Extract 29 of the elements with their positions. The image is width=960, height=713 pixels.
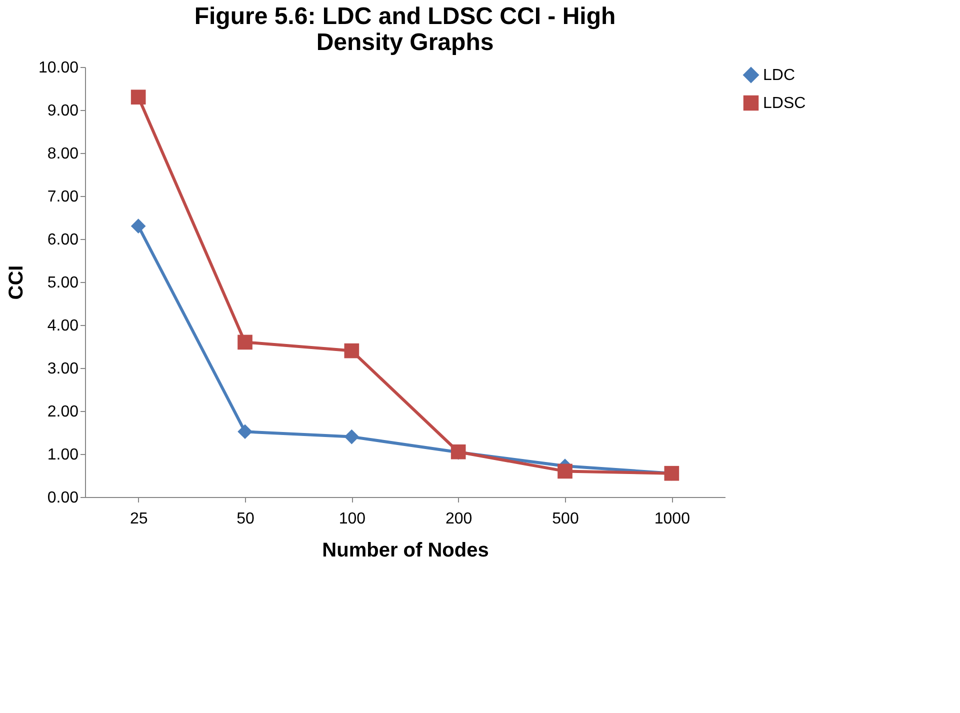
y-tick-label: 9.00 (47, 102, 79, 120)
point (238, 334, 252, 350)
y-tick-label: 6.00 (47, 232, 79, 248)
x-tick-label: 25 (130, 510, 148, 528)
y-tick-label: 7.00 (47, 188, 79, 206)
y-tick-label: 3.00 (47, 360, 79, 378)
y-tick-label: 10.00 (38, 60, 79, 76)
point (130, 90, 146, 105)
y-tick-label: 8.00 (47, 146, 79, 162)
point (130, 218, 146, 234)
y-axis-title: CCI (5, 265, 28, 300)
point (344, 429, 360, 444)
x-tick-label: 200 (445, 510, 472, 528)
y-tick-label: 2.00 (47, 404, 79, 420)
legend-label: LDC (763, 67, 796, 84)
x-axis-title: Number of Nodes (322, 540, 489, 562)
x-tick-label: 500 (552, 510, 579, 528)
y-tick-label: 0.00 (47, 490, 79, 506)
point (238, 424, 252, 440)
x-tick-label: 100 (338, 510, 366, 528)
x-tick-label: 1000 (654, 510, 690, 528)
y-tick-label: 5.00 (47, 274, 79, 292)
y-tick-label: 1.00 (47, 446, 79, 464)
chart-title: Figure 5.6: LDC and LDSC CCI - High Density Graphs (194, 3, 616, 56)
y-tick-label: 4.00 (47, 318, 79, 334)
point (558, 464, 572, 479)
point (344, 343, 360, 358)
x-tick-label: 50 (236, 510, 254, 528)
legend-label: LDSC (763, 95, 806, 112)
